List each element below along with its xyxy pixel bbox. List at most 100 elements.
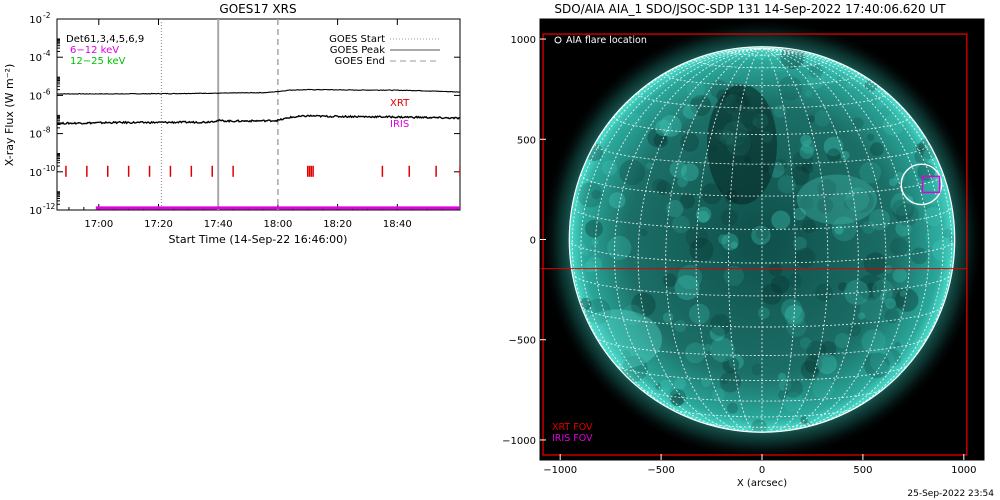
aia-x-tick-label: −500 [647, 465, 674, 476]
aia-x-axis: −1000 −500 0 500 1000 [543, 454, 977, 476]
solar-surface-patch [755, 226, 769, 240]
goes-flux-series [57, 88, 460, 126]
solar-surface-patch [792, 150, 814, 172]
aia-x-tick-label: 1000 [951, 465, 976, 476]
solar-surface-patch [778, 76, 803, 101]
solar-surface-patch [845, 187, 870, 212]
coronal-hole [707, 84, 777, 205]
solar-surface-patch [758, 307, 770, 319]
solar-surface-patch [718, 234, 728, 245]
solar-limb [568, 46, 956, 433]
solar-surface-patch [771, 210, 791, 230]
legend-iris-fov: IRIS FOV [552, 433, 593, 444]
goes-chart-title: GOES17 XRS [219, 2, 296, 16]
solar-surface-patch [653, 133, 668, 148]
solar-surface-patch [660, 379, 672, 392]
solar-surface-patch [591, 189, 601, 200]
solar-surface-patch [838, 282, 848, 292]
solar-surface-patch [808, 64, 823, 78]
longitude-line [695, 47, 763, 433]
solar-surface-patch [774, 158, 787, 172]
aia-y-axis: 1000 500 0 −500 −1000 [502, 35, 546, 447]
solar-surface-patch [695, 206, 712, 222]
goes-y-tick-exponent: -10 [43, 164, 55, 173]
solar-surface-patch [761, 283, 783, 305]
solar-surface-patch [889, 237, 909, 257]
solar-surface-patch [677, 264, 702, 290]
solar-surface-patch [831, 216, 857, 242]
solar-surface-patch [771, 275, 790, 294]
solar-surface-patch [885, 298, 896, 309]
longitude-line [580, 47, 763, 422]
goes-y-tick-exponent: -12 [43, 202, 55, 211]
solar-surface-patch [806, 340, 827, 361]
heliographic-grid [569, 47, 955, 433]
solar-surface-patch [876, 101, 884, 109]
solar-surface-patch [883, 349, 902, 367]
solar-surface-patch [861, 329, 886, 354]
solar-surface-patch [701, 183, 723, 205]
goes-y-axis-label: X-ray Flux (W m⁻²) [3, 64, 16, 166]
solar-surface-patch [892, 268, 908, 283]
solar-surface-patch [889, 361, 900, 372]
solar-surface-patch [730, 241, 738, 249]
solar-surface-patch [820, 341, 837, 357]
solar-surface-patch [845, 401, 852, 408]
goes-x-tick-label: 18:20 [323, 219, 352, 230]
solar-surface-patch [671, 393, 684, 407]
solar-surface-patch [792, 206, 805, 219]
solar-surface-patch [815, 283, 833, 301]
latitude-line [668, 407, 856, 418]
solar-surface-patch [790, 165, 810, 186]
longitude-line [571, 47, 763, 398]
legend-high-band: 12−25 keV [70, 56, 126, 67]
solar-surface-patch [895, 288, 919, 312]
active-region [797, 174, 877, 225]
solar-surface-patch [891, 199, 914, 222]
longitude-line [761, 47, 944, 422]
solar-surface-patch [751, 225, 771, 246]
solar-surface-patch [834, 333, 850, 349]
legend-detectors: Det61,3,4,5,6,9 [66, 34, 144, 45]
goes-x-tick-label: 17:40 [204, 219, 233, 230]
solar-surface-patch [899, 290, 907, 297]
longitude-line [761, 47, 887, 431]
solar-surface-patch [570, 205, 583, 218]
solar-surface-patch [800, 360, 820, 380]
goes-y-tick-label: 10 [29, 130, 42, 141]
solar-surface-patch [621, 350, 631, 360]
solar-surface-patch [679, 193, 695, 209]
solar-surface-patch [672, 215, 690, 234]
legend-low-band: 6−12 keV [70, 45, 119, 56]
xrt-observation-ticks [65, 165, 460, 177]
iris-fov-box [921, 175, 941, 194]
solar-surface-patch [674, 320, 687, 332]
legend-xrt-fov: XRT FOV [552, 422, 593, 433]
solar-surface-patch [684, 342, 706, 364]
solar-surface-patch [619, 159, 645, 186]
goes-y-tick-label: 10 [29, 168, 42, 179]
solar-surface-patch [859, 297, 884, 321]
goes-event-markers [160, 19, 279, 210]
solar-surface-patch [864, 352, 890, 379]
goes-y-tick-label: 10 [29, 91, 42, 102]
solar-surface-patch [910, 247, 928, 265]
solar-surface-patch [674, 377, 687, 390]
solar-surface-patch [801, 139, 816, 154]
solar-surface-patch [795, 247, 816, 268]
solar-surface-patch [943, 223, 955, 240]
solar-surface-patch [701, 377, 712, 388]
solar-surface-patch [868, 208, 891, 231]
solar-surface-patch [890, 192, 914, 216]
solar-surface-patch [607, 235, 632, 260]
solar-surface-patch [784, 379, 803, 398]
solar-surface-patch [817, 179, 837, 198]
solar-surface-patch [867, 133, 875, 141]
solar-surface-patch [591, 238, 599, 246]
solar-surface-patch [655, 119, 672, 137]
solar-surface-patch [727, 402, 738, 414]
solar-surface-patch [845, 81, 853, 89]
solar-surface-patch [799, 144, 814, 159]
solar-surface-patch [781, 298, 803, 320]
aia-y-tick-label: 1000 [511, 35, 536, 46]
